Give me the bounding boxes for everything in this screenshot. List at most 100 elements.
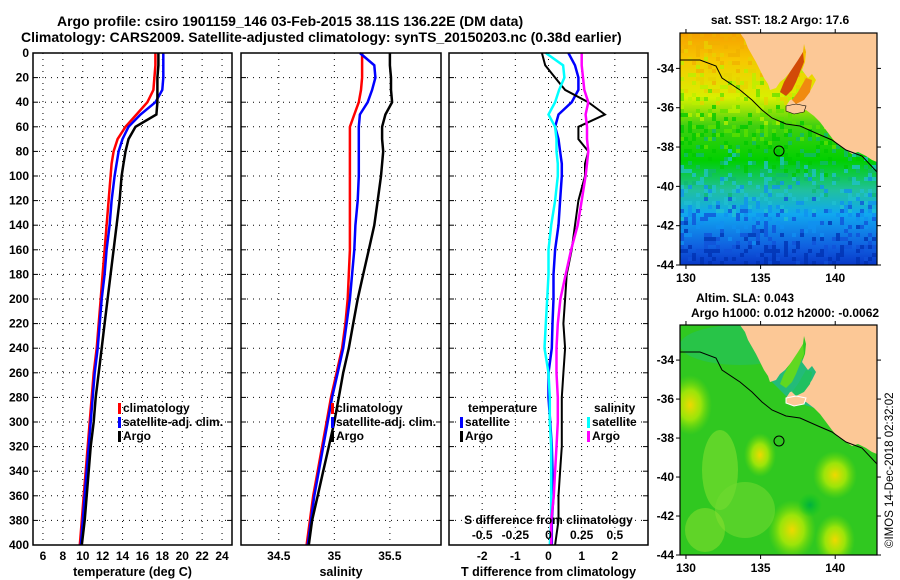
sla-lat-label: -40 bbox=[657, 470, 675, 484]
temperature-legend-label: satellite-adj. clim. bbox=[123, 415, 223, 429]
difference-sal-legend-label: Argo bbox=[592, 429, 620, 443]
sla-lon-label: 135 bbox=[751, 561, 771, 575]
y-tick-label: 200 bbox=[9, 292, 29, 306]
y-tick-label: 120 bbox=[9, 194, 29, 208]
sla-lon-label: 140 bbox=[825, 561, 845, 575]
x-tick-label: 2 bbox=[611, 549, 618, 563]
sst-lon-label: 135 bbox=[751, 271, 771, 285]
difference-temp-legend-swatch bbox=[460, 417, 463, 428]
float-position-marker bbox=[773, 145, 785, 157]
difference-series-salinity-argo bbox=[549, 53, 590, 545]
difference-sal-legend-swatch bbox=[587, 431, 590, 442]
difference-sal-legend-label: satellite bbox=[592, 415, 637, 429]
difference-temp-legend-swatch bbox=[460, 431, 463, 442]
y-tick-label: 280 bbox=[9, 390, 29, 404]
temperature-series-satellite-adj-clim- bbox=[79, 53, 165, 546]
difference-frame bbox=[448, 52, 649, 546]
salinity-xlabel: salinity bbox=[319, 565, 362, 579]
y-tick-label: 240 bbox=[9, 341, 29, 355]
sla-lat-label: -38 bbox=[657, 431, 675, 445]
x-tick-label: 6 bbox=[40, 549, 47, 563]
sla-lat-label: -36 bbox=[657, 392, 675, 406]
y-tick-label: 0 bbox=[22, 46, 29, 60]
land-mass bbox=[740, 325, 877, 454]
sla-map-frame bbox=[679, 324, 878, 556]
y-tick-label: 180 bbox=[9, 267, 29, 281]
temperature-legend-label: Argo bbox=[123, 429, 151, 443]
kangaroo-island bbox=[785, 395, 807, 407]
salinity-legend-label: climatology bbox=[336, 401, 403, 415]
salinity-legend-swatch bbox=[331, 417, 334, 428]
sla-lon-label: 130 bbox=[676, 561, 696, 575]
x-tick-label: 22 bbox=[195, 549, 209, 563]
difference-sal-legend-swatch bbox=[587, 417, 590, 428]
x-tick-label: 14 bbox=[116, 549, 130, 563]
shelf-contour bbox=[680, 351, 877, 465]
y-tick-label: 340 bbox=[9, 464, 29, 478]
x2-tick-label: 0 bbox=[545, 528, 552, 542]
y-tick-label: 300 bbox=[9, 415, 29, 429]
sst-map-frame bbox=[679, 32, 878, 266]
sst-lat-label: -40 bbox=[657, 179, 675, 193]
salinity-panel: 34.5 35 35.5 salinity bbox=[240, 52, 442, 579]
difference-temp-legend-label: satellite bbox=[465, 415, 510, 429]
figure-title-line2: Climatology: CARS2009. Satellite-adjuste… bbox=[21, 29, 622, 45]
y-tick-label: 260 bbox=[9, 366, 29, 380]
temperature-frame bbox=[32, 52, 233, 546]
sst-lon-label: 130 bbox=[676, 271, 696, 285]
y-tick-label: 20 bbox=[16, 71, 30, 85]
x-tick-label: 1 bbox=[578, 549, 585, 563]
salinity-legend-swatch bbox=[331, 431, 334, 442]
y-tick-label: 400 bbox=[9, 538, 29, 552]
x-tick-label: 34.5 bbox=[267, 549, 291, 563]
y-tick-label: 40 bbox=[16, 95, 30, 109]
x-tick-label: 35.5 bbox=[378, 549, 402, 563]
salinity-series-satellite-adj-clim- bbox=[306, 52, 377, 546]
temperature-xlabel: temperature (deg C) bbox=[73, 565, 192, 579]
y-tick-label: 100 bbox=[9, 169, 29, 183]
sla-lat-label: -44 bbox=[657, 548, 675, 562]
y-tick-label: 360 bbox=[9, 489, 29, 503]
difference-series-salinity-satellite bbox=[543, 51, 566, 546]
salinity-legend-label: Argo bbox=[336, 429, 364, 443]
sla-lat-label: -42 bbox=[657, 509, 675, 523]
temperature-legend-swatch bbox=[118, 417, 121, 428]
x-tick-label: 0 bbox=[545, 549, 552, 563]
difference-xlabel: T difference from climatology bbox=[461, 565, 636, 579]
x-tick-label: 16 bbox=[136, 549, 150, 563]
float-position-marker bbox=[773, 435, 785, 447]
imos-credit: ©IMOS 14-Dec-2018 02:32:02 bbox=[884, 392, 896, 548]
x-tick-label: 35 bbox=[328, 549, 342, 563]
difference-legend-temp-header: temperature bbox=[468, 401, 538, 415]
x-tick-label: 20 bbox=[176, 549, 190, 563]
y-tick-label: 220 bbox=[9, 317, 29, 331]
sst-lon-label: 140 bbox=[825, 271, 845, 285]
x-tick-label: 8 bbox=[60, 549, 67, 563]
figure-title-line1: Argo profile: csiro 1901159_146 03-Feb-2… bbox=[57, 13, 524, 29]
temperature-panel: 6 8 10 12 14 16 18 20 22 24 temperature (deg C) 0 20… bbox=[9, 46, 233, 579]
sst-lat-label: -38 bbox=[657, 140, 675, 154]
sst-lat-label: -36 bbox=[657, 101, 675, 115]
x2-tick-label: 0.25 bbox=[570, 528, 594, 542]
x2-tick-label: -0.5 bbox=[472, 528, 493, 542]
x-tick-label: -1 bbox=[510, 549, 521, 563]
sst-map bbox=[679, 32, 878, 266]
y-tick-label: 80 bbox=[16, 144, 30, 158]
difference-panel: -2 -1 0 1 2 T difference from climatology S di… bbox=[448, 51, 649, 579]
sst-map-title: sat. SST: 18.2 Argo: 17.6 bbox=[711, 13, 850, 27]
x-tick-label: 18 bbox=[156, 549, 170, 563]
sst-lat-label: -44 bbox=[657, 258, 675, 272]
gulf-stvincent bbox=[792, 78, 812, 104]
x2-tick-label: 0.5 bbox=[606, 528, 623, 542]
sla-map bbox=[679, 324, 878, 556]
y-tick-label: 380 bbox=[9, 513, 29, 527]
x-tick-label: 12 bbox=[96, 549, 110, 563]
difference-legend-sal-header: salinity bbox=[594, 401, 636, 415]
temperature-legend-swatch bbox=[118, 403, 121, 414]
y-tick-label: 160 bbox=[9, 243, 29, 257]
salinity-series-argo bbox=[307, 53, 394, 546]
y-tick-label: 320 bbox=[9, 440, 29, 454]
